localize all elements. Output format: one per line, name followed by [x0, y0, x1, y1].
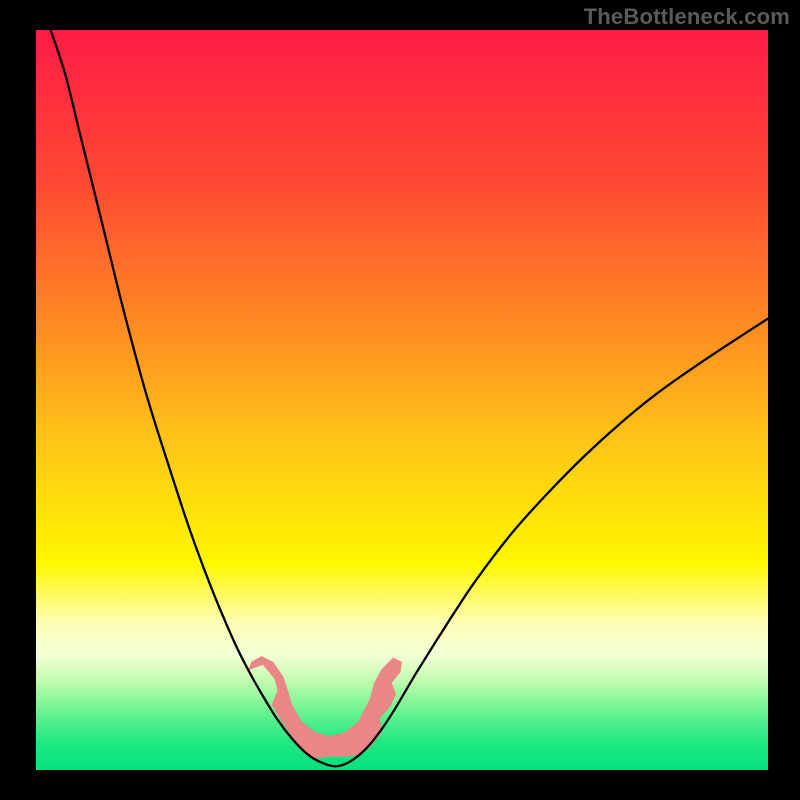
gradient-background	[36, 30, 768, 770]
chart-container: TheBottleneck.com	[0, 0, 800, 800]
attribution-text: TheBottleneck.com	[584, 4, 790, 30]
plot-svg	[36, 30, 768, 770]
